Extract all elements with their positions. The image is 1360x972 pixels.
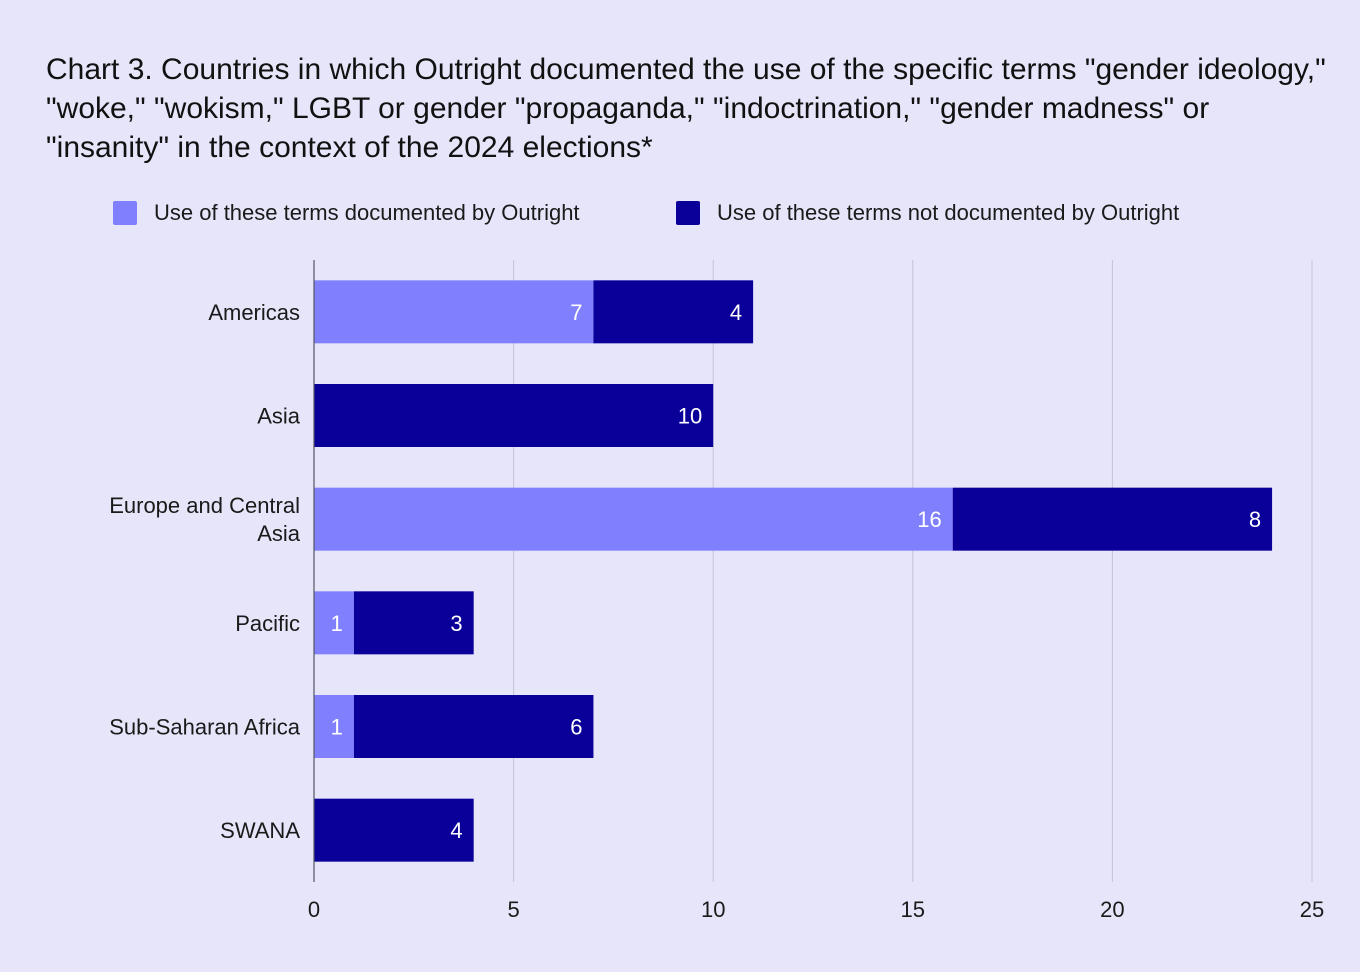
legend-swatch-not-documented	[676, 201, 700, 225]
y-tick-label-europe-and-central-asia: Europe and Central Asia	[109, 493, 301, 546]
bar-sub-saharan-africa-series-1	[353, 695, 594, 758]
data-label-sub-saharan-africa-series-1: 6	[570, 715, 582, 740]
legend-swatch-documented	[113, 201, 137, 225]
x-tick-label-10: 10	[701, 897, 725, 922]
legend: Use of these terms documented by Outrigh…	[0, 196, 1360, 230]
y-tick-label-americas: Americas	[208, 300, 300, 325]
data-label-americas-series-1: 4	[730, 300, 742, 325]
bar-pacific-series-0	[314, 591, 354, 655]
y-tick-label-sub-saharan-africa: Sub-Saharan Africa	[109, 715, 301, 740]
bar-swana-series-1	[314, 798, 474, 862]
bar-pacific-series-1	[353, 591, 474, 655]
bar-americas-series-0	[314, 280, 594, 344]
bar-sub-saharan-africa-series-0	[314, 695, 354, 758]
data-label-pacific-series-0: 1	[331, 611, 343, 636]
x-tick-label-15: 15	[901, 897, 925, 922]
data-label-pacific-series-1: 3	[450, 611, 462, 636]
y-tick-label-swana: SWANA	[220, 818, 300, 843]
bar-asia-series-1	[314, 384, 714, 447]
x-tick-label-25: 25	[1300, 897, 1324, 922]
bar-europe-and-central-asia-series-1	[952, 487, 1273, 551]
x-tick-label-0: 0	[308, 897, 320, 922]
data-label-asia-series-1: 10	[678, 404, 702, 429]
legend-label-documented: Use of these terms documented by Outrigh…	[154, 200, 580, 225]
bar-americas-series-1	[593, 280, 754, 344]
bar-europe-and-central-asia-series-0	[314, 487, 953, 551]
data-label-swana-series-1: 4	[450, 818, 462, 843]
y-tick-label-asia: Asia	[257, 404, 301, 429]
chart-title: Chart 3. Countries in which Outright doc…	[46, 53, 1326, 164]
data-label-sub-saharan-africa-series-0: 1	[331, 715, 343, 740]
x-tick-label-5: 5	[507, 897, 519, 922]
x-tick-label-20: 20	[1100, 897, 1124, 922]
y-tick-label-pacific: Pacific	[235, 611, 300, 636]
data-label-europe-and-central-asia-series-1: 8	[1249, 507, 1261, 532]
legend-item-documented: Use of these terms documented by Outrigh…	[113, 196, 580, 230]
data-label-americas-series-0: 7	[570, 300, 582, 325]
data-label-europe-and-central-asia-series-0: 16	[917, 507, 941, 532]
legend-label-not-documented: Use of these terms not documented by Out…	[717, 200, 1180, 225]
legend-item-not-documented: Use of these terms not documented by Out…	[676, 196, 1179, 230]
